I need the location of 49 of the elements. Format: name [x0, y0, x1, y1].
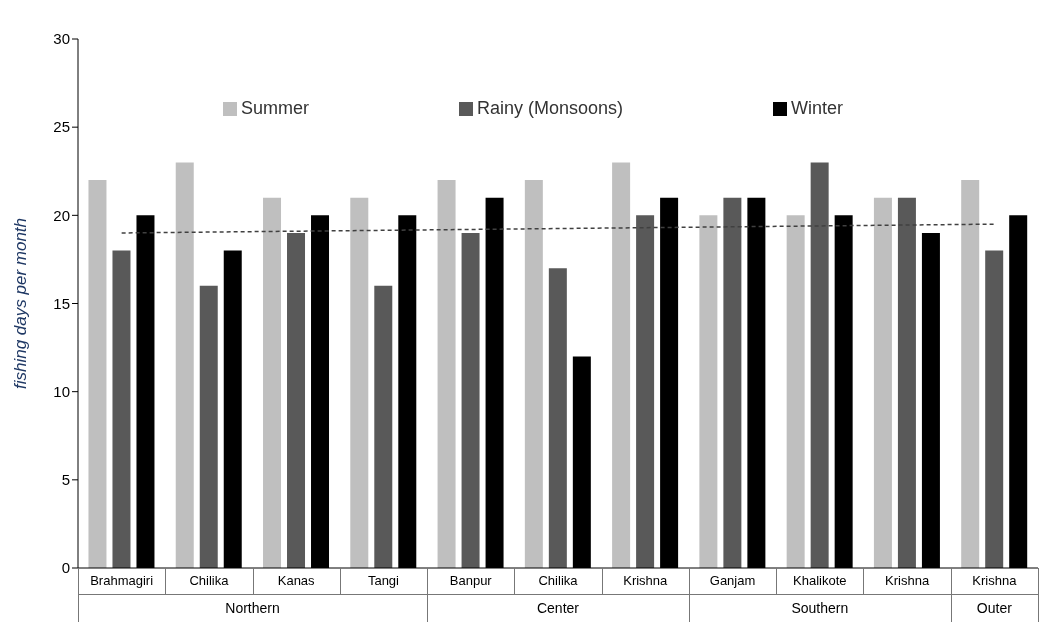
text: Center — [535, 600, 580, 616]
bar — [985, 250, 1004, 568]
x-tick-label: Krishna — [623, 573, 669, 589]
x-tick-label: Chilika — [538, 573, 579, 589]
bar — [199, 285, 218, 568]
x-tick-label: Krishna — [972, 573, 1018, 589]
legend-label: Summer — [240, 98, 309, 118]
text: Southern — [790, 600, 850, 616]
bar — [699, 215, 718, 568]
x-tick-label: Ganjam — [709, 573, 756, 589]
y-tick-label: 30 — [53, 30, 70, 48]
bar — [287, 232, 306, 568]
legend-label: Winter — [791, 98, 844, 118]
bar — [786, 215, 805, 568]
bar — [873, 197, 892, 568]
x-tick-label: Khalikote — [793, 573, 847, 589]
bar — [175, 162, 194, 568]
y-tick-label: 20 — [53, 206, 70, 224]
x-tick-label: Banpur — [449, 573, 493, 589]
y-tick-label: 15 — [53, 294, 70, 312]
bar — [897, 197, 916, 568]
y-tick-label: 25 — [53, 118, 70, 136]
text: Outer — [975, 600, 1013, 616]
y-tick-label: 0 — [61, 559, 70, 577]
bar — [636, 215, 655, 568]
y-tick-label: 5 — [61, 471, 70, 489]
bar — [350, 197, 369, 568]
bar — [374, 285, 393, 568]
x-tick-label: Brahmagiri — [90, 573, 154, 589]
bar — [461, 232, 480, 568]
x-tick-label: Tangi — [367, 573, 400, 589]
bar — [88, 180, 107, 568]
bar — [112, 250, 131, 568]
x-tick-label: Kanas — [277, 573, 316, 589]
bar — [263, 197, 282, 568]
y-tick-label: 10 — [53, 382, 70, 400]
bar — [961, 180, 980, 568]
x-tick-label: Chilika — [189, 573, 230, 589]
bar — [810, 162, 829, 568]
bar — [437, 180, 456, 568]
bar — [548, 268, 567, 568]
text: Northern — [224, 600, 281, 616]
y-axis-title: fishing days per month — [11, 217, 31, 390]
line-series — [120, 223, 996, 234]
bar — [723, 197, 742, 568]
bar — [524, 180, 543, 568]
x-tick-label: Krishna — [885, 573, 930, 589]
bar — [612, 162, 631, 568]
legend-label: Rainy (Monsoons) — [476, 98, 624, 118]
